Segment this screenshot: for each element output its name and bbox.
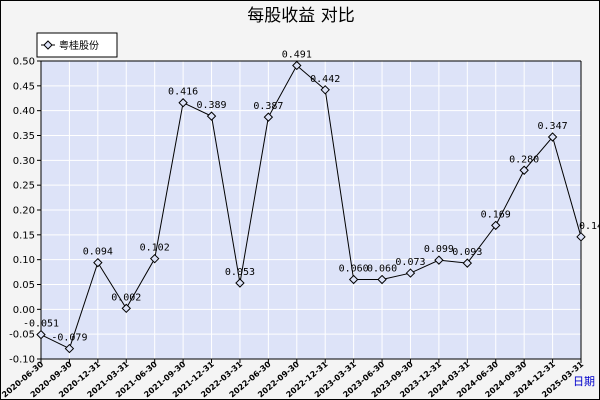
data-point-marker: [93, 257, 103, 268]
data-point-marker: [292, 60, 302, 71]
data-label: 0.442: [310, 74, 340, 85]
data-label: -0.079: [51, 333, 87, 344]
data-point-marker: [434, 255, 444, 265]
data-label: 0.094: [83, 247, 113, 258]
y-tick-label: 0.05: [13, 280, 35, 291]
data-label: 0.099: [424, 244, 454, 255]
y-tick-label: 0.45: [13, 81, 35, 92]
data-point-marker: [348, 274, 359, 285]
data-label: 0.387: [253, 101, 283, 112]
data-point-marker: [576, 232, 586, 242]
data-point-marker: [377, 274, 387, 285]
data-label: 0.060: [339, 264, 369, 275]
data-label: 0.093: [452, 247, 482, 258]
y-tick-label: 0.40: [13, 106, 35, 117]
data-point-marker: [206, 111, 217, 121]
y-tick-label: 0.10: [13, 255, 35, 266]
data-label: 0.102: [140, 243, 170, 254]
date-corner-label: 日期: [573, 375, 595, 388]
data-point-marker: [405, 268, 416, 278]
y-tick-label: -0.10: [9, 355, 35, 366]
data-label: -0.051: [23, 319, 59, 330]
legend: 粤桂股份: [36, 32, 118, 58]
grid-lines: [40, 60, 582, 360]
legend-series-name: 粤桂股份: [59, 39, 99, 52]
data-point-marker: [64, 343, 75, 354]
y-tick-label: 0.20: [13, 206, 35, 217]
data-point-marker: [263, 112, 274, 122]
legend-diamond-icon: [43, 40, 53, 50]
data-point-marker: [178, 98, 188, 108]
data-point-marker: [149, 253, 160, 264]
data-label: 0.073: [395, 257, 425, 268]
data-label: 0.002: [111, 292, 141, 303]
y-tick-label: 0.50: [13, 57, 35, 68]
data-point-marker: [320, 85, 330, 95]
chart-title: 每股收益 对比: [247, 6, 354, 26]
data-point-marker: [462, 258, 473, 268]
data-label: 0.060: [367, 264, 397, 275]
data-point-marker: [36, 329, 46, 340]
data-label: 0.491: [282, 49, 312, 60]
y-tick-label: 0.30: [13, 156, 35, 167]
data-point-marker: [235, 278, 245, 288]
data-point-marker: [491, 220, 501, 231]
data-label: 0.347: [538, 121, 568, 132]
data-label: 0.416: [168, 87, 198, 98]
y-tick-label: 0.00: [13, 305, 35, 316]
data-label: 0.389: [196, 100, 226, 111]
series-line: [40, 64, 582, 350]
y-tick-label: 0.35: [13, 131, 35, 142]
y-tick-label: -0.05: [9, 330, 35, 341]
data-point-marker: [547, 132, 558, 142]
y-tick-label: 0.25: [13, 181, 35, 192]
data-point-marker: [519, 165, 529, 175]
data-label: 0.169: [481, 209, 511, 220]
y-tick-label: 0.15: [13, 230, 35, 241]
data-label: 0.053: [225, 267, 255, 278]
data-label: 0.280: [509, 154, 539, 165]
series-layer: [36, 60, 586, 354]
data-point-marker: [121, 303, 131, 314]
data-labels: -0.051 -0.079 0.094 0.002 0.102 0.416 0.389 0.0…: [23, 49, 599, 343]
data-label: 0.146: [579, 221, 599, 232]
